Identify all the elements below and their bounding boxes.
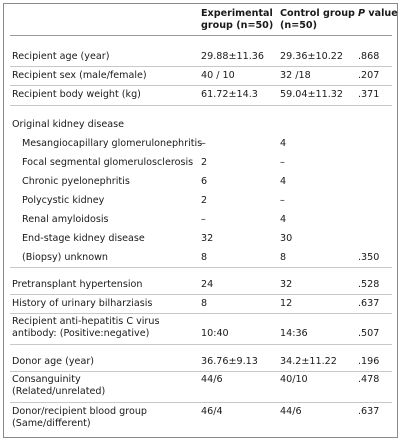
control-value: 4 — [280, 176, 287, 187]
p-value: .196 — [358, 356, 380, 367]
experimental-value: – — [201, 214, 206, 225]
control-value: 4 — [280, 214, 287, 225]
row-label: History of urinary bilharziasis — [12, 298, 153, 309]
control-value: 4 — [280, 138, 287, 149]
control-value: 40/10 — [280, 374, 308, 385]
row-label: Recipient body weight (kg) — [12, 89, 141, 100]
row-divider — [10, 85, 392, 86]
experimental-value: 2 — [201, 195, 208, 206]
row-divider — [10, 66, 392, 67]
row-label: Donor age (year) — [12, 356, 95, 367]
control-value: 32 /18 — [280, 70, 311, 81]
control-value: 44/6 — [280, 406, 302, 417]
row-label: Recipient age (year) — [12, 51, 110, 62]
control-value: 32 — [280, 279, 293, 290]
p-value: .507 — [358, 328, 380, 339]
control-value: 8 — [280, 252, 287, 263]
p-value: .868 — [358, 51, 380, 62]
experimental-value: – — [201, 138, 206, 149]
cell: P — [358, 8, 366, 19]
row-label: End-stage kidney disease — [22, 233, 145, 244]
p-value: .637 — [358, 406, 380, 417]
row-divider — [10, 267, 392, 268]
header-experimental-n: group (n=50) — [201, 20, 274, 31]
experimental-value: 8 — [201, 252, 208, 263]
row-label: Focal segmental glomerulosclerosis — [22, 157, 194, 168]
row-label: Recipient anti-hepatitis C virus — [12, 316, 160, 327]
experimental-value: 46/4 — [201, 406, 223, 417]
experimental-value: 6 — [201, 176, 208, 187]
experimental-value: 2 — [201, 157, 208, 168]
experimental-value: 61.72±14.3 — [201, 89, 258, 100]
experimental-value: 8 — [201, 298, 208, 309]
row-divider — [10, 105, 392, 106]
row-label: Mesangiocapillary glomerulonephritis — [22, 138, 203, 149]
row-label: Recipient sex (male/female) — [12, 70, 147, 81]
p-value: .371 — [358, 89, 380, 100]
experimental-value: 40 / 10 — [201, 70, 235, 81]
row-divider — [10, 402, 392, 403]
row-label: antibody: (Positive:negative) — [12, 328, 150, 339]
experimental-value: 29.88±11.36 — [201, 51, 264, 62]
p-value: .637 — [358, 298, 380, 309]
row-label: Polycystic kidney — [22, 195, 105, 206]
row-label: Pretransplant hypertension — [12, 279, 143, 290]
header-control-n: (n=50) — [280, 20, 317, 31]
control-value: 30 — [280, 233, 293, 244]
p-value: .207 — [358, 70, 380, 81]
p-value: .528 — [358, 279, 380, 290]
row-label: Donor/recipient blood group — [12, 406, 148, 417]
data-table: Experimental Control group P value group… — [3, 3, 398, 438]
experimental-value: 36.76±9.13 — [201, 356, 258, 367]
row-divider — [10, 294, 392, 295]
control-value: – — [280, 195, 285, 206]
control-value: 59.04±11.32 — [280, 89, 343, 100]
row-divider — [10, 313, 392, 314]
row-divider — [10, 371, 392, 372]
experimental-value: 10:40 — [201, 328, 229, 339]
row-label: Consanguinity — [12, 374, 81, 385]
control-value: 29.36±10.22 — [280, 51, 343, 62]
header-experimental: Experimental — [201, 8, 273, 19]
control-value: 12 — [280, 298, 293, 309]
experimental-value: 24 — [201, 279, 214, 290]
control-value: 14:36 — [280, 328, 308, 339]
header-p-value: P value — [358, 8, 398, 20]
control-value: – — [280, 157, 285, 168]
experimental-value: 32 — [201, 233, 214, 244]
p-value: .350 — [358, 252, 380, 263]
row-label: Original kidney disease — [12, 119, 125, 130]
cell: value — [365, 8, 398, 19]
header-control: Control group — [280, 8, 355, 19]
row-label: Chronic pyelonephritis — [22, 176, 130, 187]
header-divider — [10, 35, 392, 36]
p-value: .478 — [358, 374, 380, 385]
row-label: Renal amyloidosis — [22, 214, 109, 225]
experimental-value: 44/6 — [201, 374, 223, 385]
row-label: (Related/unrelated) — [12, 386, 106, 397]
row-label: (Same/different) — [12, 418, 91, 429]
row-divider — [10, 344, 392, 345]
control-value: 34.2±11.22 — [280, 356, 337, 367]
row-label: (Biopsy) unknown — [22, 252, 109, 263]
